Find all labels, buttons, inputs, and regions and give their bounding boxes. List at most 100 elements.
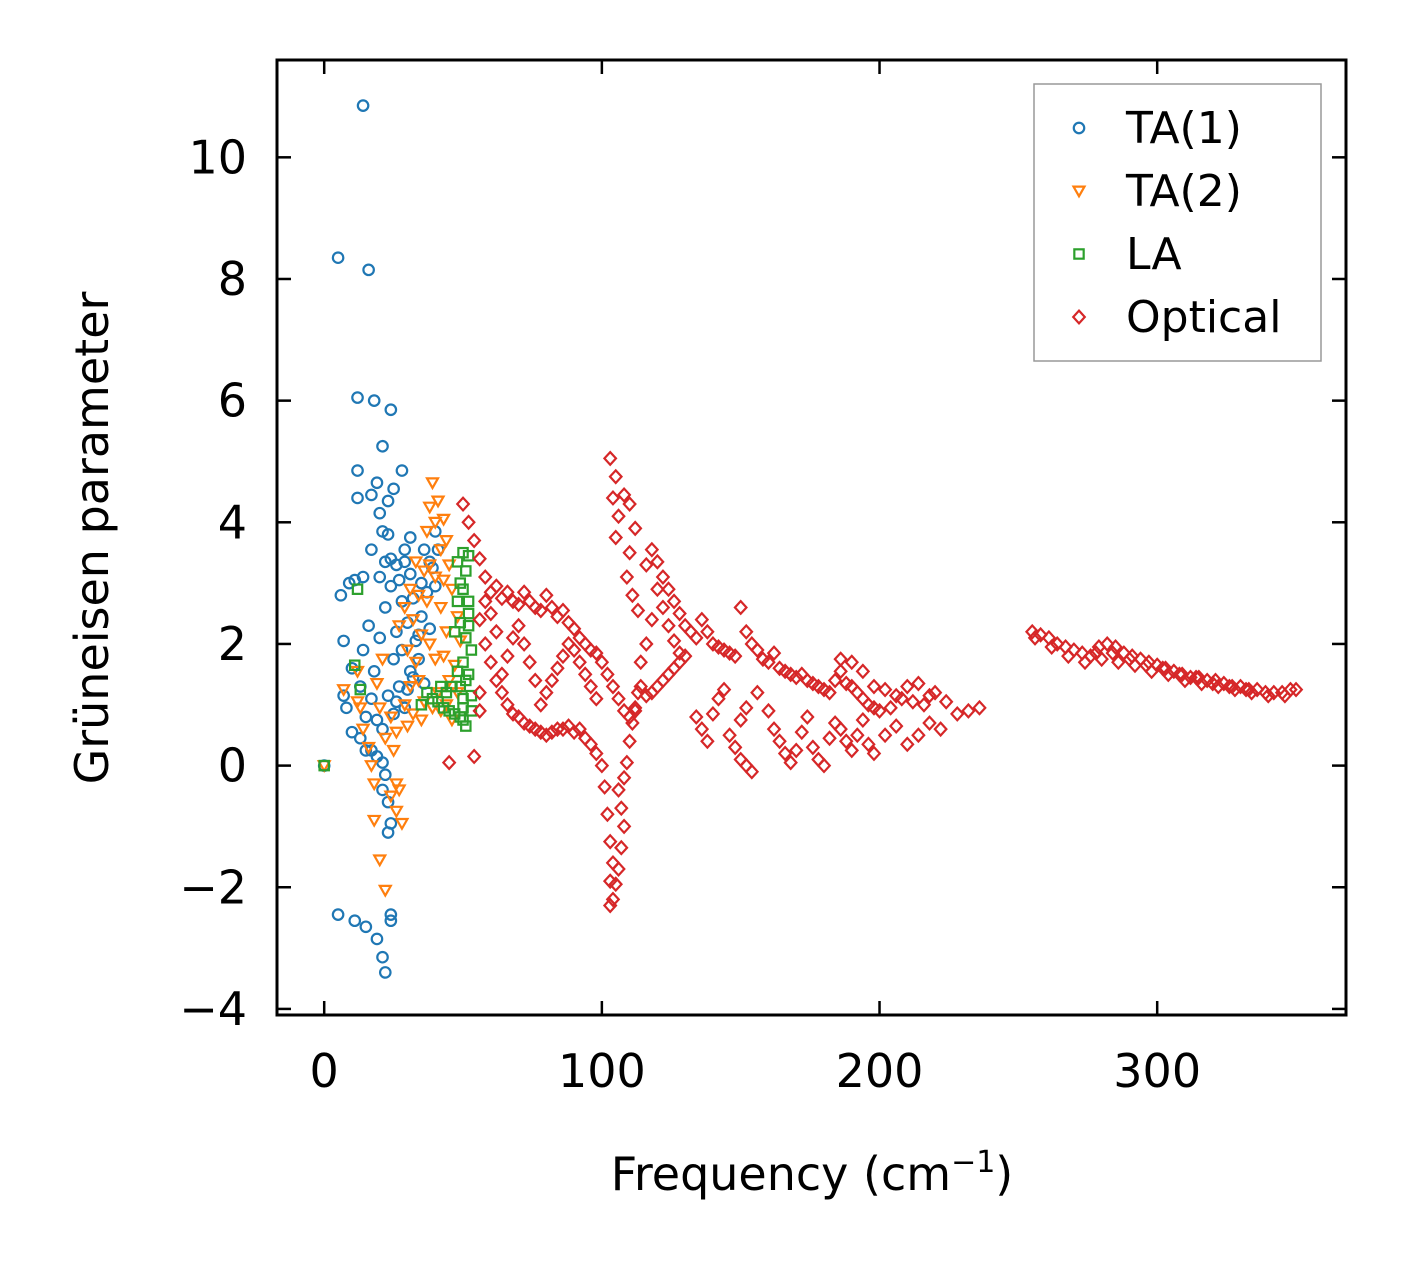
data-point [415,610,428,623]
data-point [689,629,704,646]
data-point [733,599,748,616]
data-point [356,99,370,112]
data-point [411,589,427,603]
data-point [398,543,412,556]
data-point [423,622,437,636]
data-point [883,699,898,716]
data-point [555,648,571,665]
data-point [342,576,356,590]
data-point [402,681,418,694]
legend-marker-0 [1072,121,1086,135]
data-point [384,403,398,417]
legend-marker-1 [1071,185,1087,199]
y-tick-label: −4 [179,982,247,1036]
data-point [833,651,848,668]
data-point [744,763,760,780]
data-point [805,739,821,756]
data-point [356,643,370,657]
data-point [866,745,882,762]
data-point [630,602,646,619]
data-point [419,595,435,609]
data-point [394,817,410,831]
series-optical [441,450,1304,914]
data-point [370,932,384,946]
data-point [397,699,413,713]
x-tick-label: 0 [310,1044,339,1098]
plot-frame [275,58,1348,1017]
data-point [922,687,937,704]
data-point [597,778,612,795]
data-point [462,549,475,562]
data-point [376,950,389,964]
data-point [511,617,526,634]
data-point [589,745,604,762]
data-point [477,593,493,610]
data-point [390,695,403,709]
data-point [694,611,710,628]
data-point [455,496,471,513]
points-layer [316,99,1304,979]
data-point [611,508,626,525]
data-point [403,664,417,678]
data-point [457,714,469,726]
data-point [577,666,593,683]
data-point [616,486,632,503]
data-point [633,654,649,671]
x-axis-title: Frequency (cm−1) [611,1145,1014,1201]
data-point [516,584,532,601]
data-point [395,595,409,608]
data-point [900,678,915,695]
data-point [700,733,715,750]
data-point [555,721,571,738]
data-point [462,595,475,608]
data-point [561,635,576,652]
data-point [700,623,715,640]
data-point [373,506,387,520]
data-point [376,439,389,453]
legend: TA(1) TA(2) LA Optical [1033,83,1322,362]
data-point [827,672,843,689]
data-point [350,665,365,679]
data-point [1158,660,1173,677]
x-tick-label: 200 [836,1044,924,1098]
data-point [850,727,865,744]
data-point [666,632,682,649]
data-point [451,556,464,568]
data-point [594,654,610,671]
data-point [877,727,893,744]
data-point [602,897,618,914]
data-point [411,674,427,688]
data-point [369,677,385,691]
data-point [1288,681,1304,698]
data-point [472,550,487,567]
data-point [672,605,687,622]
data-point [533,696,549,713]
data-point [400,720,415,734]
data-point [602,450,618,467]
data-point [402,583,418,597]
data-point [427,516,443,530]
data-point [415,576,428,590]
data-point [370,713,384,727]
data-point [400,644,415,658]
data-point [384,914,398,928]
data-point [388,778,404,792]
data-point [655,599,671,616]
data-point [661,581,676,598]
data-point [500,648,515,665]
data-point [794,724,810,741]
data-point [451,665,464,678]
data-point [614,839,629,856]
ticks-layer: 0 100 200 300 −4 −2 0 2 4 6 8 10 [179,60,1346,1098]
data-point [383,790,399,804]
data-point [1088,645,1104,662]
data-point [505,629,521,646]
data-point [370,476,384,490]
data-point [661,617,676,634]
y-tick-label: 4 [218,495,247,549]
data-point [318,759,330,772]
data-point [738,623,754,640]
data-point [1205,675,1220,692]
x-tick-label: 100 [558,1044,646,1098]
series-ta-1- [317,99,445,979]
